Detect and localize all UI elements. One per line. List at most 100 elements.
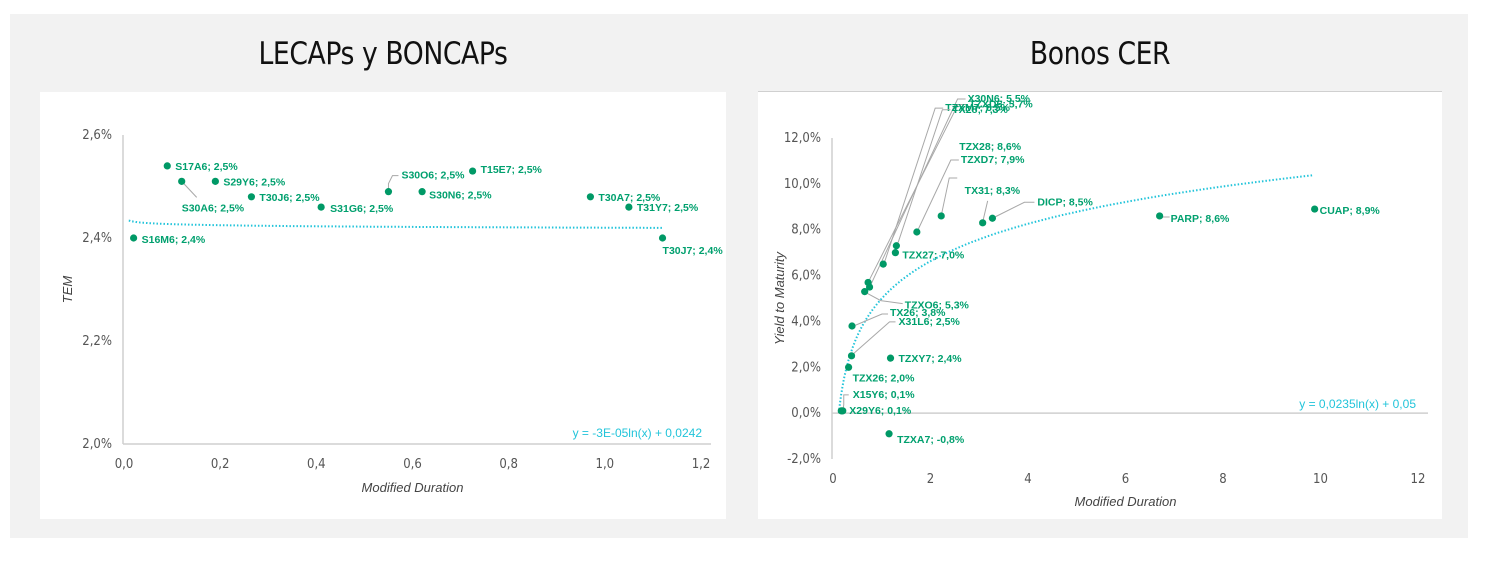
- y-tick-label: 2,2%: [82, 334, 112, 349]
- data-label-tzx28: TZX28; 8,6%: [959, 141, 1022, 153]
- data-label-tzxd6: TZXD6; 5,7%: [969, 98, 1033, 110]
- chart-cer-svg: -2,0% 0,0% 2,0% 4,0% 6,0% 8,0% 10,0% 12,0% 0 2 4 6 8…: [772, 93, 1428, 509]
- x-tick-label: 10: [1313, 472, 1328, 487]
- y-axis-title: TEM: [60, 276, 75, 304]
- data-point-s16m6: [130, 234, 138, 242]
- data-label-tzxm7: TZXM7; 6,5%: [945, 102, 1010, 114]
- data-label-tzx27: TZX27; 7,0%: [902, 250, 965, 262]
- data-label-x29y6: X29Y6; 0,1%: [849, 405, 912, 417]
- data-point-tzxo6: [861, 288, 869, 296]
- x-tick-label: 4: [1024, 472, 1031, 487]
- data-point-s30a6: [178, 177, 186, 185]
- x-tick-label: 6: [1122, 472, 1129, 487]
- y-tick-label: 2,6%: [82, 128, 112, 143]
- x-tick-label: 1,2: [692, 457, 711, 472]
- data-label-s31g6: S31G6; 2,5%: [330, 203, 394, 215]
- data-point-s30o6: [384, 188, 393, 196]
- leader-line: [882, 107, 944, 265]
- data-point-tzxa7: [885, 430, 893, 438]
- y-tick-label: 2,4%: [82, 231, 112, 246]
- data-label-cuap: CUAP; 8,9%: [1320, 205, 1381, 217]
- data-label-tx28: TX28; 7,3%: [952, 104, 1008, 116]
- y-tick-label: -2,0%: [787, 452, 821, 467]
- data-point-tzx28: [937, 212, 945, 220]
- x-tick-label: 0: [829, 472, 836, 487]
- y-tick-label: 6,0%: [791, 269, 821, 284]
- data-point-parp: [1156, 212, 1164, 220]
- data-point-s30n6: [418, 188, 426, 196]
- data-label-s17a6: S17A6; 2,5%: [175, 161, 238, 173]
- data-label-t30j6: T30J6; 2,5%: [259, 192, 320, 204]
- data-point-x31l6: [847, 352, 856, 360]
- data-point-x29y6: [837, 407, 845, 415]
- data-label-t30a7: T30A7; 2,5%: [598, 192, 661, 204]
- x-tick-label: 12: [1411, 472, 1426, 487]
- data-label-tzx26: TZX26; 2,0%: [853, 372, 916, 384]
- x-tick-label: 0,8: [499, 457, 518, 472]
- data-label-x30n6: X30N6; 5,5%: [968, 93, 1031, 105]
- x-tick-label: 1,0: [596, 457, 615, 472]
- leader-line: [916, 159, 959, 233]
- data-label-tzxa7: TZXA7; -0,8%: [897, 434, 965, 446]
- leader-line: [851, 321, 896, 357]
- y-tick-label: 12,0%: [784, 131, 821, 146]
- data-point-s31g6: [317, 203, 325, 211]
- data-point-t30j7: [658, 234, 667, 242]
- data-label-dicp: DICP; 8,5%: [1037, 196, 1093, 208]
- trendline: [837, 174, 1314, 413]
- trendline: [128, 219, 663, 229]
- data-point-tzx26: [845, 363, 853, 371]
- data-label-x15y6: X15Y6; 0,1%: [853, 389, 916, 401]
- chart-title-lecaps: LECAPs y BONCAPs: [258, 36, 508, 72]
- x-tick-label: 0,6: [403, 457, 422, 472]
- x-tick-label: 8: [1219, 472, 1226, 487]
- chart-title-cer: Bonos CER: [1029, 36, 1171, 72]
- data-label-s30a6: S30A6; 2,5%: [182, 202, 245, 214]
- data-label-parp: PARP; 8,6%: [1171, 213, 1230, 225]
- x-axis-title: Modified Duration: [1075, 494, 1177, 509]
- data-point-tx26: [848, 322, 856, 330]
- data-label-x31l6: X31L6; 2,5%: [899, 316, 961, 328]
- data-label-tzxo6: TZXO6; 5,3%: [905, 300, 970, 312]
- leader-line: [387, 175, 399, 192]
- data-label-s30o6: S30O6; 2,5%: [401, 170, 465, 182]
- data-point-t15e7: [469, 167, 477, 175]
- chart-panel-lecaps: 2,0% 2,2% 2,4% 2,6% 0,0 0,2 0,4 0,6 0,8 1,0 1,2 Mod…: [40, 92, 726, 519]
- y-tick-label: 2,0%: [82, 437, 112, 452]
- data-point-cuap: [1311, 205, 1319, 213]
- data-point-t31y7: [625, 203, 633, 211]
- data-point-tzxd6: [864, 278, 872, 287]
- y-axis-title: Yield to Maturity: [772, 251, 787, 345]
- data-label-s29y6: S29Y6; 2,5%: [223, 176, 286, 188]
- data-point-t30a7: [586, 193, 595, 201]
- data-label-s16m6: S16M6; 2,4%: [142, 234, 206, 246]
- trendline-equation: y = -3E-05ln(x) + 0,0242: [573, 426, 703, 440]
- chart-lecaps-svg: 2,0% 2,2% 2,4% 2,6% 0,0 0,2 0,4 0,6 0,8 1,0 1,2 Mod…: [60, 128, 724, 495]
- data-point-tzxm7: [879, 260, 887, 268]
- data-label-t30j7: T30J7; 2,4%: [663, 245, 724, 257]
- x-axis-title: Modified Duration: [362, 480, 464, 495]
- data-label-tzxy7: TZXY7; 2,4%: [899, 353, 963, 365]
- data-point-t30j6: [247, 193, 256, 201]
- data-label-s30n6: S30N6; 2,5%: [429, 190, 492, 202]
- x-tick-label: 0,2: [211, 457, 230, 472]
- data-label-tzxd7: TZXD7; 7,9%: [961, 154, 1025, 166]
- leader-line: [940, 177, 958, 217]
- y-tick-label: 0,0%: [791, 406, 821, 421]
- data-point-s29y6: [211, 177, 219, 185]
- data-label-tx31: TX31; 8,3%: [965, 185, 1021, 197]
- data-point-dicp: [988, 214, 997, 222]
- data-point-tx28: [892, 242, 900, 250]
- y-tick-label: 8,0%: [791, 223, 821, 238]
- leader-line: [181, 181, 198, 198]
- y-tick-label: 2,0%: [791, 360, 821, 375]
- data-point-s17a6: [163, 162, 171, 170]
- chart-panel-cer: -2,0% 0,0% 2,0% 4,0% 6,0% 8,0% 10,0% 12,0% 0 2 4 6 8…: [758, 92, 1442, 519]
- data-point-tzx27: [891, 249, 899, 257]
- leader-line: [992, 201, 1035, 219]
- data-point-tzxy7: [886, 354, 895, 362]
- x-tick-label: 0,0: [115, 457, 134, 472]
- data-point-tzxd7: [913, 228, 921, 236]
- y-tick-label: 10,0%: [784, 177, 821, 192]
- y-tick-label: 4,0%: [791, 314, 821, 329]
